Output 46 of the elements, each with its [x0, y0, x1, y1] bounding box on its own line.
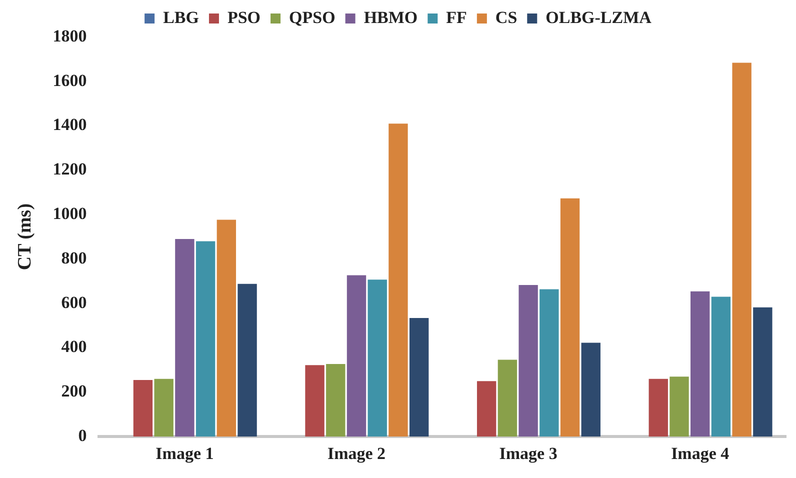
bar [670, 376, 689, 437]
bar [154, 378, 174, 437]
bar [368, 280, 387, 437]
bar [753, 307, 772, 437]
bar [346, 275, 366, 437]
bar [196, 241, 216, 437]
bar [581, 342, 600, 437]
y-tick-label: 1000 [52, 204, 87, 223]
y-tick-label: 200 [61, 382, 87, 401]
bar [388, 124, 408, 437]
bar [498, 360, 518, 437]
bar [648, 378, 668, 437]
y-tick-label: 800 [61, 248, 87, 268]
y-tick-label: 0 [78, 426, 87, 445]
legend-label: LBG [163, 8, 199, 27]
y-tick-label: 1600 [52, 70, 87, 90]
bar [732, 62, 752, 437]
legend-label: PSO [227, 8, 261, 27]
y-tick-label: 1200 [52, 160, 87, 179]
bar [540, 289, 559, 437]
bar [175, 239, 194, 437]
y-tick-label: 1800 [52, 26, 87, 46]
y-axis-title: CT (ms) [14, 203, 36, 270]
y-tick-label: 1400 [52, 115, 87, 134]
bar [238, 284, 257, 437]
x-tick-label: Image 4 [671, 444, 730, 464]
y-tick-label: 600 [61, 292, 87, 312]
y-tick-label: 400 [61, 337, 87, 356]
legend-label: FF [446, 8, 467, 27]
bar [216, 220, 236, 437]
bar [560, 198, 580, 437]
bar [711, 296, 731, 437]
legend-label: HBMO [364, 8, 418, 27]
bar [518, 284, 538, 437]
bar [305, 365, 324, 437]
x-tick-label: Image 3 [499, 444, 558, 464]
x-tick-label: Image 2 [327, 444, 386, 464]
bar [476, 381, 496, 437]
bar [133, 380, 153, 437]
x-tick-label: Image 1 [156, 444, 214, 464]
legend-label: OLBG-LZMA [546, 8, 652, 27]
bar [690, 291, 710, 437]
legend-label: CS [495, 8, 518, 27]
bar [326, 364, 346, 437]
bar [409, 318, 429, 437]
legend-label: QPSO [289, 8, 336, 27]
